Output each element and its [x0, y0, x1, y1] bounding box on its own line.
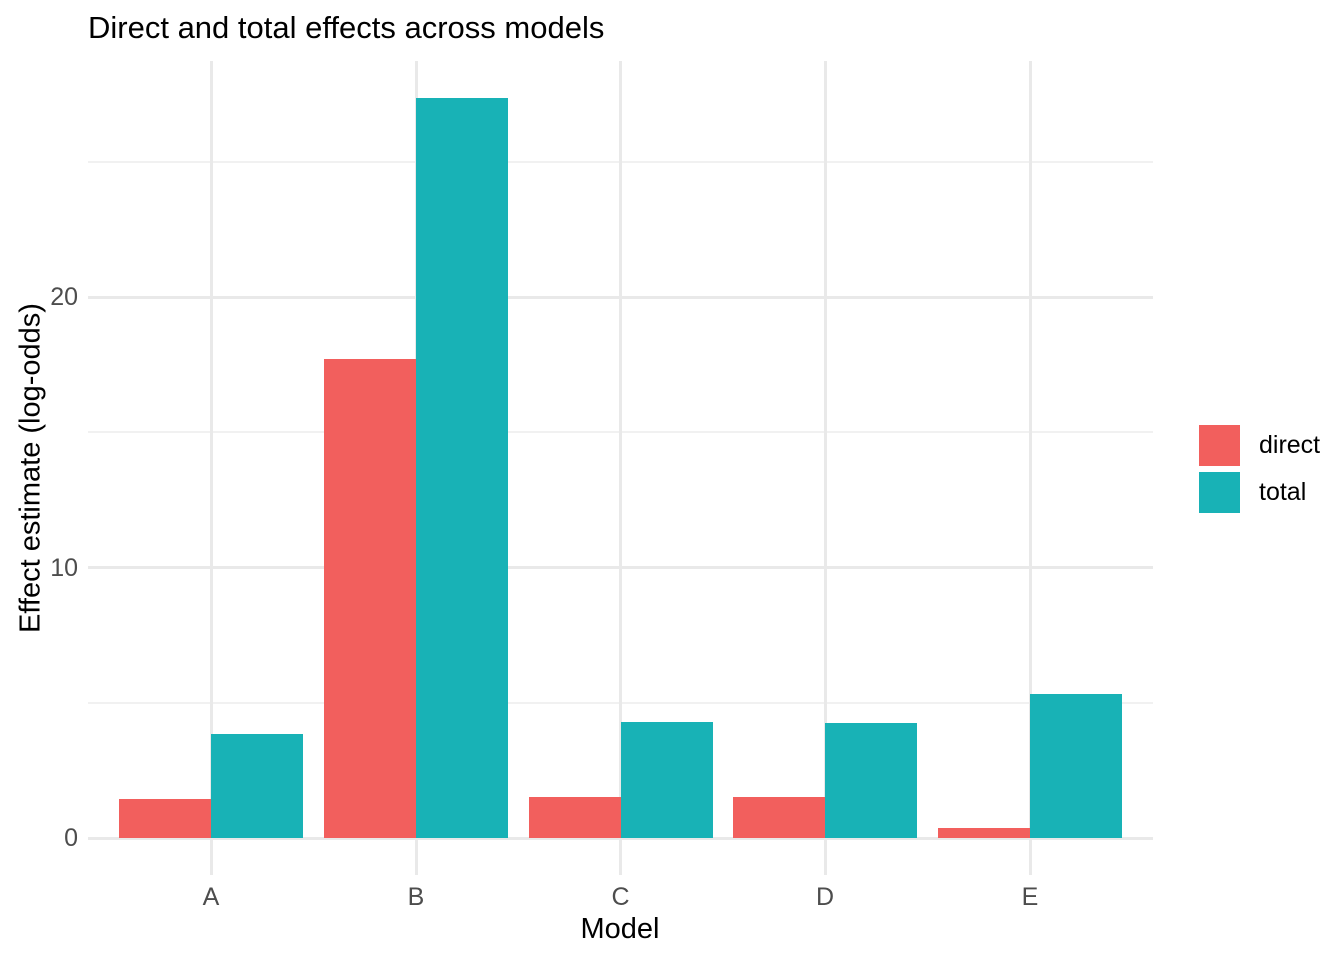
gridline-major-x-D: [823, 61, 827, 875]
legend-item-direct: direct: [1199, 425, 1320, 466]
legend-label-direct: direct: [1259, 431, 1321, 459]
y-tick-label-0: 0: [64, 824, 78, 852]
legend-swatch-direct: [1199, 425, 1240, 466]
x-tick-label-A: A: [202, 883, 220, 911]
chart-title: Direct and total effects across models: [88, 10, 605, 45]
bar-D-direct: [733, 797, 825, 838]
y-tick-label-10: 10: [50, 553, 78, 582]
y-tick-label-20: 20: [50, 283, 78, 311]
legend-label-total: total: [1259, 478, 1307, 506]
gridline-major-x-C: [619, 61, 622, 875]
bar-C-total: [620, 721, 713, 838]
bar-B-direct: [324, 359, 416, 838]
bar-B-total: [416, 98, 508, 838]
x-tick-label-E: E: [1021, 883, 1039, 911]
legend-item-total: total: [1199, 472, 1320, 513]
x-tick-label-C: C: [611, 883, 630, 911]
legend-swatch-total: [1199, 472, 1240, 513]
bar-D-total: [825, 723, 917, 838]
bar-C-direct: [528, 797, 621, 838]
legend: direct total: [1199, 425, 1320, 519]
bar-E-total: [1030, 694, 1122, 838]
bar-A-direct: [119, 798, 211, 838]
gridline-major-x-E: [1028, 61, 1032, 875]
y-axis-title: Effect estimate (log-odds): [14, 303, 47, 633]
x-tick-label-B: B: [407, 883, 425, 911]
gridline-major-x-A: [209, 61, 213, 875]
x-tick-label-D: D: [815, 883, 835, 911]
plot-panel: [88, 61, 1153, 875]
bar-E-direct: [938, 827, 1030, 838]
bar-A-total: [211, 733, 303, 838]
x-axis-title: Model: [580, 913, 660, 945]
